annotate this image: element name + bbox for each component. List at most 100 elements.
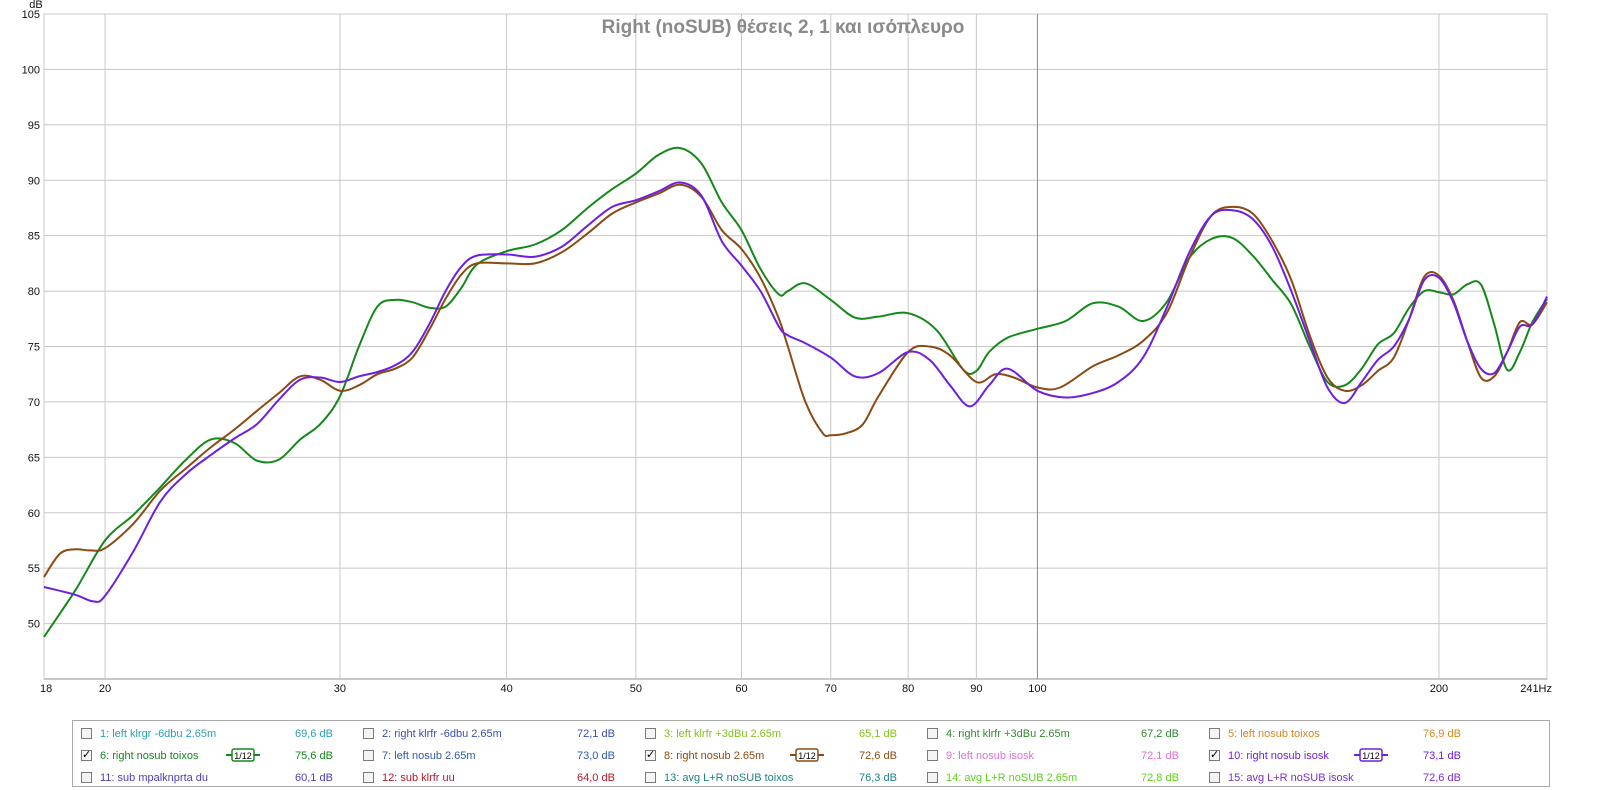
legend-item-4[interactable]: 4: right klrfr +3dBu 2.65m 67,2 dB bbox=[919, 724, 1199, 746]
x-tick-label: 20 bbox=[99, 683, 111, 695]
y-tick-labels: 50 55 60 65 70 75 80 85 90 95 100 105 bbox=[22, 9, 40, 631]
legend-value: 76,3 dB bbox=[859, 772, 897, 784]
x-tick-label: 200 bbox=[1430, 683, 1448, 695]
series-line-6 bbox=[43, 146, 1548, 638]
y-tick-label: 70 bbox=[28, 397, 40, 409]
y-tick-label: 65 bbox=[28, 452, 40, 464]
y-tick-label: 55 bbox=[28, 563, 40, 575]
y-unit-label: dB bbox=[29, 0, 42, 11]
legend-value: 75,6 dB bbox=[295, 750, 333, 762]
legend-label: 13: avg L+R noSUB toixos bbox=[664, 772, 794, 784]
legend-label: 5: left nosub toixos bbox=[1228, 728, 1320, 740]
legend-checkbox[interactable] bbox=[363, 728, 374, 739]
legend-label: 2: right klrfr -6dbu 2.65m bbox=[382, 728, 502, 740]
legend-panel: 1: left klrgr -6dbu 2.65m 69,6 dB 2: right… bbox=[72, 720, 1550, 787]
legend-item-7[interactable]: 7: left nosub 2.65m 73,0 dB bbox=[355, 746, 635, 768]
legend-checkbox[interactable] bbox=[81, 728, 92, 739]
legend-value: 73,1 dB bbox=[1423, 750, 1461, 762]
legend-item-5[interactable]: 5: left nosub toixos 76,9 dB bbox=[1201, 724, 1481, 746]
legend-checkbox[interactable] bbox=[927, 750, 938, 761]
legend-checkbox[interactable] bbox=[81, 772, 92, 783]
legend-value: 72,8 dB bbox=[1141, 772, 1179, 784]
legend-item-3[interactable]: 3: left klrfr +3dBu 2.65m 65,1 dB bbox=[637, 724, 917, 746]
legend-value: 72,6 dB bbox=[859, 750, 897, 762]
smoothing-badge-icon: 1/12 bbox=[226, 748, 260, 762]
x-tick-label: 40 bbox=[500, 683, 512, 695]
legend-item-9[interactable]: 9: left nosub isosk 72,1 dB bbox=[919, 746, 1199, 768]
legend-value: 72,1 dB bbox=[577, 728, 615, 740]
series-line-8 bbox=[43, 183, 1548, 578]
legend-item-1[interactable]: 1: left klrgr -6dbu 2.65m 69,6 dB bbox=[73, 724, 353, 746]
legend-label: 7: left nosub 2.65m bbox=[382, 750, 476, 762]
frequency-response-chart: 50 55 60 65 70 75 80 85 90 95 100 105 18 20 30 40 50 60 7… bbox=[22, 0, 1552, 695]
legend-item-8[interactable]: ✓ 8: right nosub 2.65m 1/12 72,6 dB bbox=[637, 746, 917, 768]
legend-value: 60,1 dB bbox=[295, 772, 333, 784]
legend-value: 73,0 dB bbox=[577, 750, 615, 762]
x-tick-label: 80 bbox=[902, 683, 914, 695]
x-tick-label: 50 bbox=[630, 683, 642, 695]
y-tick-label: 75 bbox=[28, 342, 40, 354]
legend-item-15[interactable]: 15: avg L+R noSUB isosk 72,6 dB bbox=[1201, 768, 1481, 790]
smoothing-badge-icon: 1/12 bbox=[1354, 748, 1388, 762]
series-line-10 bbox=[43, 181, 1548, 603]
y-tick-label: 85 bbox=[28, 231, 40, 243]
legend-value: 64,0 dB bbox=[577, 772, 615, 784]
legend-checkbox[interactable]: ✓ bbox=[81, 749, 92, 761]
y-tick-label: 105 bbox=[22, 9, 40, 21]
legend-label: 8: right nosub 2.65m bbox=[664, 750, 765, 762]
smoothing-badge-label: 1/12 bbox=[798, 751, 816, 761]
y-tick-label: 50 bbox=[28, 619, 40, 631]
smoothing-badge-icon: 1/12 bbox=[790, 748, 824, 762]
x-tick-label: 18 bbox=[40, 683, 52, 695]
y-tick-label: 100 bbox=[22, 64, 40, 76]
legend-label: 9: left nosub isosk bbox=[946, 750, 1035, 762]
smoothing-badge-label: 1/12 bbox=[1362, 751, 1380, 761]
legend-checkbox[interactable] bbox=[1209, 772, 1220, 783]
legend-label: 15: avg L+R noSUB isosk bbox=[1228, 772, 1354, 784]
legend-checkbox[interactable]: ✓ bbox=[645, 749, 656, 761]
legend-checkbox[interactable] bbox=[645, 772, 656, 783]
x-tick-labels: 18 20 30 40 50 60 70 80 90 100 200 241Hz bbox=[40, 683, 1552, 695]
x-tick-label: 100 bbox=[1028, 683, 1046, 695]
legend-value: 69,6 dB bbox=[295, 728, 333, 740]
legend-checkbox[interactable] bbox=[363, 772, 374, 783]
legend-label: 1: left klrgr -6dbu 2.65m bbox=[100, 728, 217, 740]
legend-label: 11: sub mpalknprta du bbox=[100, 772, 209, 784]
legend-value: 72,6 dB bbox=[1423, 772, 1461, 784]
y-tick-label: 95 bbox=[28, 120, 40, 132]
legend-value: 76,9 dB bbox=[1423, 728, 1461, 740]
x-tick-label: 90 bbox=[970, 683, 982, 695]
y-tick-label: 90 bbox=[28, 175, 40, 187]
x-tick-label: 30 bbox=[334, 683, 346, 695]
legend-item-12[interactable]: 12: sub klrfr uu 64,0 dB bbox=[355, 768, 635, 790]
legend-item-10[interactable]: ✓ 10: right nosub isosk 1/12 73,1 dB bbox=[1201, 746, 1481, 768]
smoothing-badge-label: 1/12 bbox=[234, 751, 252, 761]
legend-value: 72,1 dB bbox=[1141, 750, 1179, 762]
legend-label: 4: right klrfr +3dBu 2.65m bbox=[946, 728, 1070, 740]
legend-value: 67,2 dB bbox=[1141, 728, 1179, 740]
x-tick-label: 60 bbox=[735, 683, 747, 695]
legend-checkbox[interactable] bbox=[927, 772, 938, 783]
x-tick-label: 241Hz bbox=[1520, 683, 1552, 695]
legend-item-2[interactable]: 2: right klrfr -6dbu 2.65m 72,1 dB bbox=[355, 724, 635, 746]
legend-item-13[interactable]: 13: avg L+R noSUB toixos 76,3 dB bbox=[637, 768, 917, 790]
legend-value: 65,1 dB bbox=[859, 728, 897, 740]
legend-label: 3: left klrfr +3dBu 2.65m bbox=[664, 728, 782, 740]
legend-label: 6: right nosub toixos bbox=[100, 750, 199, 762]
legend-checkbox[interactable] bbox=[927, 728, 938, 739]
legend-checkbox[interactable] bbox=[1209, 728, 1220, 739]
grid bbox=[43, 13, 1548, 679]
legend-item-11[interactable]: 11: sub mpalknprta du 60,1 dB bbox=[73, 768, 353, 790]
legend-checkbox[interactable] bbox=[363, 750, 374, 761]
series-lines bbox=[43, 146, 1548, 638]
legend-checkbox[interactable]: ✓ bbox=[1209, 749, 1220, 761]
legend-label: 12: sub klrfr uu bbox=[382, 772, 455, 784]
legend-label: 10: right nosub isosk bbox=[1228, 750, 1329, 762]
legend-item-6[interactable]: ✓ 6: right nosub toixos 1/12 75,6 dB bbox=[73, 746, 353, 768]
x-tick-label: 70 bbox=[825, 683, 837, 695]
chart-title: Right (noSUB) θέσεις 2, 1 και ισόπλευρο bbox=[602, 17, 965, 38]
legend-checkbox[interactable] bbox=[645, 728, 656, 739]
legend-item-14[interactable]: 14: avg L+R noSUB 2.65m 72,8 dB bbox=[919, 768, 1199, 790]
legend-label: 14: avg L+R noSUB 2.65m bbox=[946, 772, 1078, 784]
y-tick-label: 60 bbox=[28, 508, 40, 520]
